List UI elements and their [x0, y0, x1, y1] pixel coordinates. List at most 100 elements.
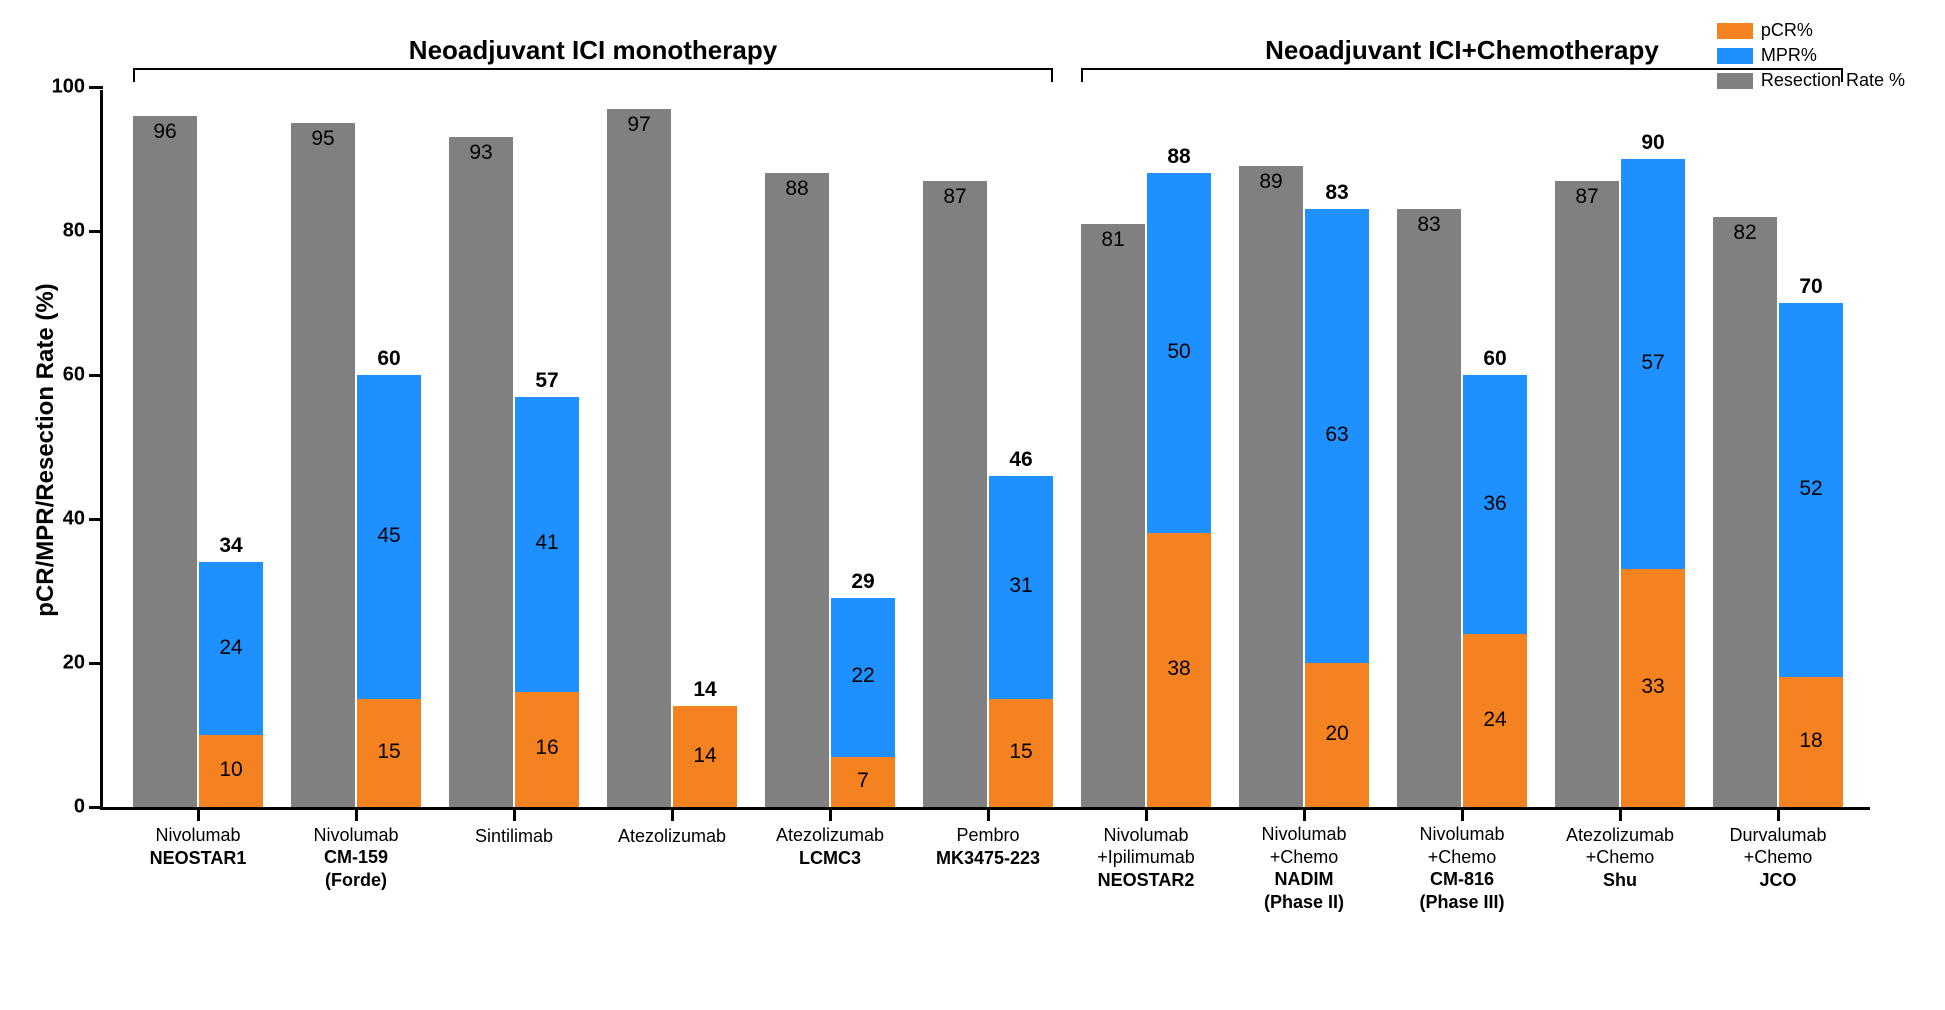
- mpr-total-value: 57: [515, 369, 579, 393]
- x-tick: [1461, 807, 1464, 821]
- mpr-segment-value: 24: [199, 636, 263, 660]
- resection-bar: [1555, 181, 1619, 807]
- section-title: Neoadjuvant ICI monotherapy: [409, 35, 777, 66]
- resection-value: 82: [1713, 221, 1777, 245]
- mpr-segment-value: 57: [1621, 351, 1685, 375]
- mpr-segment-value: 41: [515, 531, 579, 555]
- resection-bar: [607, 109, 671, 807]
- section-title: Neoadjuvant ICI+Chemotherapy: [1265, 35, 1659, 66]
- x-tick: [1619, 807, 1622, 821]
- x-tick: [1777, 807, 1780, 821]
- y-tick-label: 100: [49, 76, 85, 99]
- x-label: NivolumabNEOSTAR1: [150, 824, 247, 869]
- x-tick: [671, 807, 674, 821]
- pcr-value: 24: [1463, 708, 1527, 732]
- resection-bar: [1239, 166, 1303, 807]
- x-label: Atezolizumab: [618, 825, 726, 848]
- resection-bar: [291, 123, 355, 807]
- mpr-total-value: 60: [357, 347, 421, 371]
- mpr-segment-value: 45: [357, 524, 421, 548]
- mpr-total-value: 60: [1463, 347, 1527, 371]
- bar-group: 87 33 57 90: [1555, 90, 1685, 807]
- mpr-total-value: 14: [673, 678, 737, 702]
- legend-item: Resection Rate %: [1717, 70, 1905, 91]
- resection-value: 89: [1239, 170, 1303, 194]
- bar-group: 87 15 31 46: [923, 90, 1053, 807]
- plot-area: 02040608010096102434NivolumabNEOSTAR1951…: [100, 90, 1870, 810]
- bar-group: 96 10 24 34: [133, 90, 263, 807]
- x-tick: [513, 807, 516, 821]
- x-label: NivolumabCM-159(Forde): [313, 824, 398, 892]
- pcr-value: 20: [1305, 722, 1369, 746]
- y-tick-label: 80: [49, 220, 85, 243]
- mpr-total-value: 88: [1147, 145, 1211, 169]
- y-tick: [89, 374, 103, 377]
- resection-value: 87: [923, 185, 987, 209]
- legend-swatch: [1717, 48, 1753, 64]
- mpr-segment-value: 50: [1147, 340, 1211, 364]
- mpr-total-value: 90: [1621, 131, 1685, 155]
- x-tick: [197, 807, 200, 821]
- x-tick: [355, 807, 358, 821]
- resection-bar: [923, 181, 987, 807]
- bar-group: 93 16 41 57: [449, 90, 579, 807]
- chart-container: pCR%MPR%Resection Rate % pCR/MPR/Resecti…: [20, 20, 1925, 990]
- x-tick: [1303, 807, 1306, 821]
- legend-item: MPR%: [1717, 45, 1905, 66]
- x-label: AtezolizumabLCMC3: [776, 824, 884, 869]
- mpr-segment-value: 36: [1463, 492, 1527, 516]
- legend-label: MPR%: [1761, 45, 1817, 66]
- y-tick-label: 0: [49, 796, 85, 819]
- y-tick: [89, 86, 103, 89]
- y-tick: [89, 662, 103, 665]
- legend-swatch: [1717, 23, 1753, 39]
- mpr-segment-value: 52: [1779, 477, 1843, 501]
- resection-value: 81: [1081, 228, 1145, 252]
- legend: pCR% MPR% Resection Rate %: [1717, 20, 1905, 95]
- pcr-value: 7: [831, 769, 895, 793]
- y-tick-label: 60: [49, 364, 85, 387]
- resection-bar: [1397, 209, 1461, 807]
- y-tick: [89, 806, 103, 809]
- pcr-value: 15: [989, 740, 1053, 764]
- legend-label: pCR%: [1761, 20, 1813, 41]
- pcr-value: 10: [199, 758, 263, 782]
- resection-value: 93: [449, 141, 513, 165]
- mpr-total-value: 34: [199, 534, 263, 558]
- bar-group: 95 15 45 60: [291, 90, 421, 807]
- resection-bar: [765, 173, 829, 807]
- legend-swatch: [1717, 73, 1753, 89]
- resection-bar: [1081, 224, 1145, 807]
- resection-bar: [1713, 217, 1777, 807]
- x-label: PembroMK3475-223: [936, 824, 1040, 869]
- x-tick: [829, 807, 832, 821]
- resection-bar: [133, 116, 197, 807]
- x-label: Durvalumab+ChemoJCO: [1729, 824, 1826, 892]
- mpr-total-value: 46: [989, 448, 1053, 472]
- section-bracket: [133, 68, 1053, 70]
- bar-group: 8872229: [765, 90, 895, 807]
- mpr-segment-value: 31: [989, 574, 1053, 598]
- bar-group: 82 18 52 70: [1713, 90, 1843, 807]
- mpr-total-value: 29: [831, 570, 895, 594]
- pcr-value: 15: [357, 740, 421, 764]
- mpr-total-value: 83: [1305, 181, 1369, 205]
- pcr-value: 18: [1779, 729, 1843, 753]
- pcr-value: 14: [673, 744, 737, 768]
- pcr-value: 16: [515, 736, 579, 760]
- resection-value: 95: [291, 127, 355, 151]
- mpr-segment-value: 22: [831, 664, 895, 688]
- y-tick-label: 40: [49, 508, 85, 531]
- pcr-value: 38: [1147, 657, 1211, 681]
- resection-value: 96: [133, 120, 197, 144]
- y-tick-label: 20: [49, 652, 85, 675]
- mpr-segment-value: 63: [1305, 423, 1369, 447]
- pcr-value: 33: [1621, 675, 1685, 699]
- x-label: Nivolumab+IpilimumabNEOSTAR2: [1097, 824, 1195, 892]
- resection-value: 87: [1555, 185, 1619, 209]
- legend-item: pCR%: [1717, 20, 1905, 41]
- x-label: Atezolizumab+ChemoShu: [1566, 824, 1674, 892]
- mpr-total-value: 70: [1779, 275, 1843, 299]
- legend-label: Resection Rate %: [1761, 70, 1905, 91]
- y-tick: [89, 230, 103, 233]
